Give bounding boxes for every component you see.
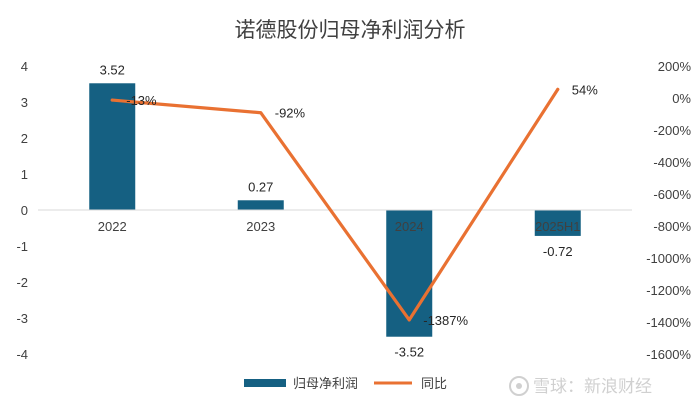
category-label: 2022 [98, 219, 127, 234]
line-data-label: -13% [126, 93, 157, 108]
left-axis-tick-label: 1 [21, 167, 28, 182]
bar-2023 [237, 200, 284, 210]
category-label: 2023 [246, 219, 275, 234]
line-data-label: -92% [275, 106, 306, 121]
right-axis-tick-label: -1600% [646, 347, 691, 362]
category-labels: 2022 2023 2024 2025H1 [98, 219, 581, 234]
right-axis-tick-label: -800% [653, 219, 691, 234]
legend: 归母净利润 同比 [244, 377, 447, 392]
watermark: 雪球：新浪财经 [509, 376, 652, 397]
line-point [407, 318, 411, 322]
line-point [259, 111, 263, 115]
left-axis-tick-label: 2 [21, 131, 28, 146]
legend-swatch-bar [244, 379, 286, 387]
bar-data-label: 3.52 [100, 62, 125, 77]
line-data-label: 54% [572, 82, 598, 97]
right-axis-tick-label: -1200% [646, 283, 691, 298]
right-axis-tick-label: -200% [653, 123, 691, 138]
line-series [110, 87, 560, 322]
right-axis-tick-label: -400% [653, 155, 691, 170]
bar-data-label: 0.27 [248, 179, 273, 194]
watermark-logo-icon [509, 376, 529, 396]
left-axis-tick-label: 3 [21, 95, 28, 110]
right-axis-tick-label: -1400% [646, 315, 691, 330]
line-point [110, 98, 114, 102]
left-axis-tick-label: -2 [16, 275, 28, 290]
right-axis-tick-label: -1000% [646, 251, 691, 266]
bar-data-label: -0.72 [543, 244, 573, 259]
right-axis-tick-label: -600% [653, 187, 691, 202]
line-point [556, 87, 560, 91]
chart-title: 诺德股份归母净利润分析 [235, 18, 466, 42]
left-axis-tick-label: -1 [16, 239, 28, 254]
line-yoy [110, 87, 560, 322]
left-axis-tick-label: -4 [16, 347, 28, 362]
left-axis-tick-label: -3 [16, 311, 28, 326]
left-axis-tick-label: 4 [21, 59, 28, 74]
bar-2025H1 [534, 210, 581, 236]
watermark-text: 雪球：新浪财经 [533, 377, 652, 397]
legend-label-line: 同比 [421, 377, 447, 392]
bar-data-labels: 3.52 0.27 -3.52 -0.72 [100, 62, 573, 359]
category-label: 2024 [395, 219, 424, 234]
right-axis-tick-label: 200% [658, 59, 692, 74]
line-data-label: -1387% [423, 313, 468, 328]
line-data-labels: -13% -92% -1387% 54% [126, 82, 598, 328]
right-axis-tick-label: 0% [672, 91, 691, 106]
bar-2024 [386, 210, 433, 337]
bar-series [38, 83, 632, 337]
category-label: 2025H1 [535, 219, 581, 234]
left-axis-tick-label: 0 [21, 203, 28, 218]
bar-2022 [89, 83, 136, 210]
left-axis: 4 3 2 1 0 -1 -2 -3 -4 [16, 59, 28, 362]
right-axis: 200% 0% -200% -400% -600% -800% -1000% -1200% -1… [646, 59, 691, 362]
bar-data-label: -3.52 [394, 345, 424, 360]
legend-label-bar: 归母净利润 [293, 377, 358, 392]
